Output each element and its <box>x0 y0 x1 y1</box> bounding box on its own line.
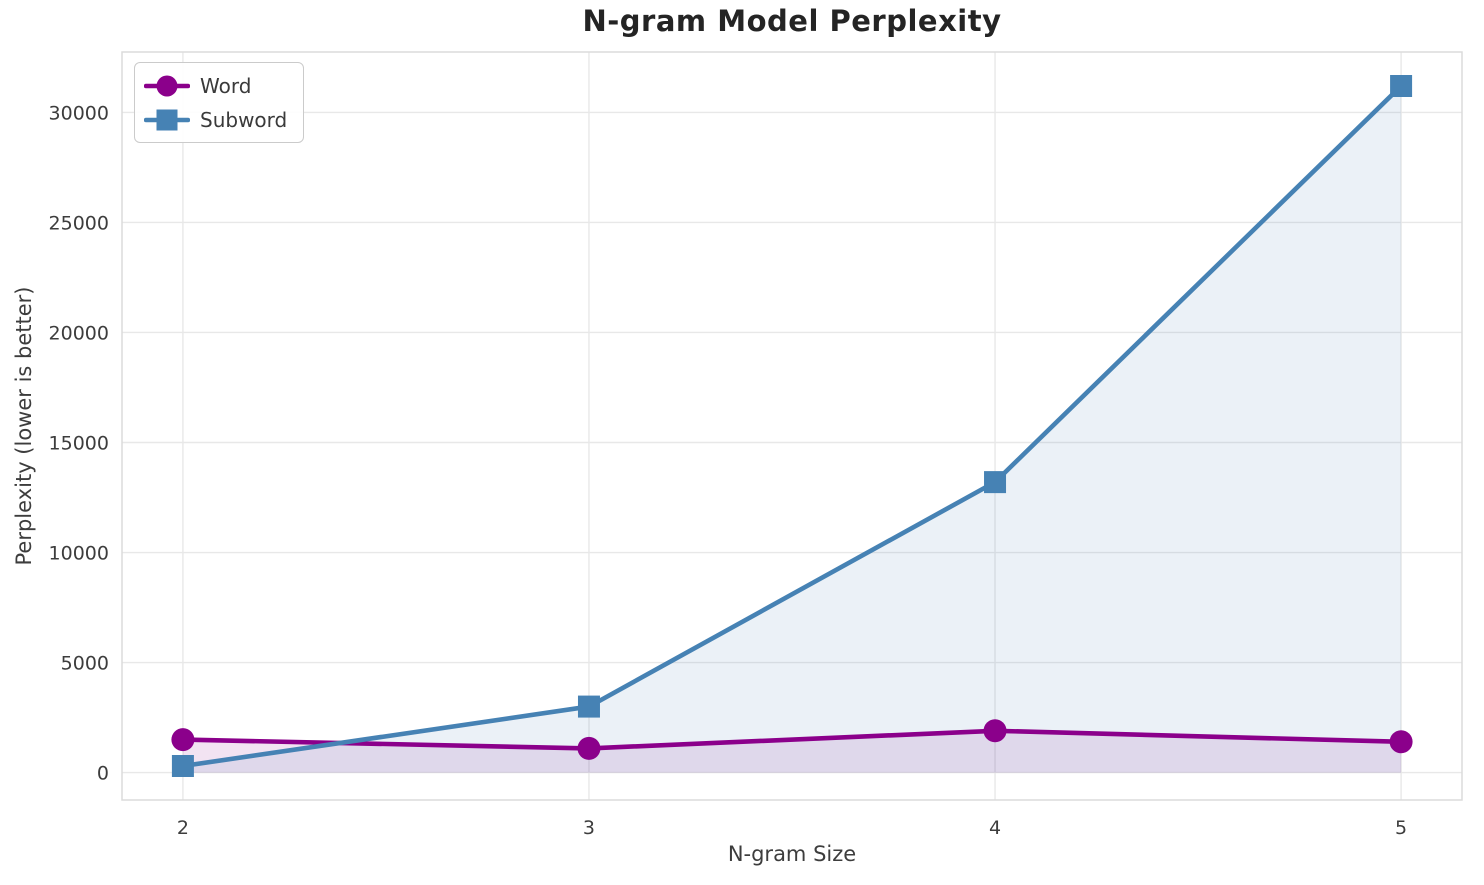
data-point-subword <box>171 755 194 777</box>
series-line-subword <box>180 83 1404 769</box>
chart-title: N-gram Model Perplexity <box>582 4 1002 38</box>
data-point-word <box>983 719 1007 743</box>
axes-spines <box>121 51 1463 801</box>
data-point-word <box>171 728 195 752</box>
y-tick-label: 20000 <box>49 322 109 344</box>
legend-item-subword: Subword <box>144 104 287 135</box>
subword-line-marker-icon <box>144 109 190 130</box>
series-line-word <box>180 728 1404 751</box>
series-fill-word <box>182 730 1402 773</box>
data-point-word <box>1389 730 1413 754</box>
legend: Word Subword <box>134 62 305 143</box>
data-point-subword <box>577 695 600 718</box>
x-tick-label: 4 <box>989 817 1001 839</box>
y-tick-label: 0 <box>97 763 109 785</box>
y-tick-label: 25000 <box>49 212 109 234</box>
y-tick-label: 5000 <box>61 653 109 675</box>
y-tick-label: 30000 <box>49 102 109 124</box>
data-point-subword <box>1390 75 1413 97</box>
data-point-word <box>577 736 601 760</box>
word-line-marker-icon <box>144 75 190 96</box>
y-tick-label: 10000 <box>49 543 109 565</box>
y-tick-label: 15000 <box>49 433 109 455</box>
x-tick-label: 2 <box>177 817 189 839</box>
x-tick-label: 5 <box>1395 817 1407 839</box>
legend-label: Subword <box>200 107 288 132</box>
data-point-subword <box>984 471 1007 494</box>
series-fill-subword <box>182 86 1402 773</box>
legend-label: Word <box>200 73 252 98</box>
x-axis-label: N-gram Size <box>727 842 857 866</box>
legend-item-word: Word <box>144 70 287 101</box>
x-tick-label: 3 <box>583 817 595 839</box>
